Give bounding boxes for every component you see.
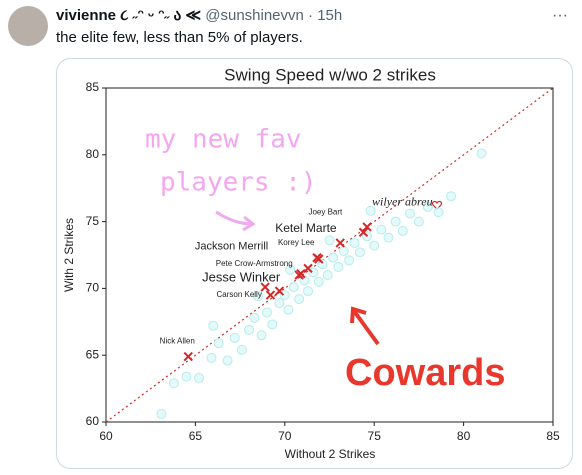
handle[interactable]: @sunshinevvn bbox=[205, 7, 304, 24]
plot-frame bbox=[105, 87, 554, 423]
player-marker bbox=[260, 282, 270, 292]
player-point bbox=[313, 276, 324, 287]
player-point bbox=[206, 352, 217, 363]
player-point bbox=[333, 262, 344, 273]
y-tick-label: 70 bbox=[86, 281, 100, 295]
y-tick-label: 85 bbox=[86, 80, 100, 94]
player-point bbox=[244, 324, 255, 335]
player-point bbox=[322, 270, 333, 281]
player-point bbox=[365, 205, 376, 216]
player-point bbox=[328, 252, 339, 263]
player-label: Pete Crow-Armstrong bbox=[216, 259, 293, 268]
player-label: Korey Lee bbox=[278, 238, 315, 247]
player-marker bbox=[358, 227, 369, 237]
player-marker bbox=[265, 290, 276, 300]
player-point bbox=[344, 255, 355, 266]
player-point bbox=[349, 237, 360, 248]
y-tick-label: 65 bbox=[86, 347, 100, 361]
timestamp[interactable]: 15h bbox=[317, 7, 343, 24]
player-point bbox=[193, 372, 204, 383]
x-tick-label: 75 bbox=[368, 429, 382, 443]
player-point bbox=[354, 247, 365, 258]
red-arrow bbox=[350, 306, 380, 346]
player-point bbox=[413, 216, 424, 227]
player-marker bbox=[294, 270, 304, 280]
player-point bbox=[236, 344, 247, 355]
diagonal-line bbox=[105, 87, 554, 423]
player-point bbox=[433, 207, 444, 218]
player-point bbox=[369, 240, 380, 251]
player-point bbox=[283, 304, 294, 315]
player-point bbox=[390, 216, 401, 227]
x-tick-label: 70 bbox=[278, 429, 292, 443]
player-point bbox=[404, 208, 415, 219]
player-point bbox=[422, 201, 433, 212]
player-marker bbox=[335, 238, 345, 248]
x-tick-label: 80 bbox=[457, 429, 471, 443]
player-label: Nick Allen bbox=[160, 337, 195, 346]
player-point bbox=[229, 332, 240, 343]
player-point bbox=[181, 371, 192, 382]
user-name[interactable]: vivienne ૮ ˶ᵔ ᵕ ᵔ˶ ა ≪ bbox=[56, 7, 202, 24]
player-point bbox=[252, 291, 263, 302]
tweet-header: vivienne ૮ ˶ᵔ ᵕ ᵔ˶ ა ≪ @sunshinevvn · 15… bbox=[56, 7, 343, 24]
annotation: my new fav bbox=[145, 125, 302, 155]
y-tick-label: 60 bbox=[86, 414, 100, 428]
player-point bbox=[383, 232, 394, 243]
player-point bbox=[267, 319, 278, 330]
player-point bbox=[213, 338, 224, 349]
player-marker bbox=[183, 351, 193, 362]
x-axis-label: Without 2 Strikes bbox=[285, 447, 376, 461]
player-point bbox=[222, 355, 233, 366]
pink-arrow bbox=[215, 210, 253, 226]
player-point bbox=[208, 320, 219, 331]
player-label: Carson Kelly bbox=[216, 290, 261, 299]
more-button[interactable]: ··· bbox=[552, 7, 568, 24]
player-marker bbox=[312, 252, 322, 263]
player-point bbox=[303, 286, 314, 297]
player-point bbox=[446, 191, 457, 202]
media-card[interactable] bbox=[56, 58, 573, 469]
chart-title: Swing Speed w/wo 2 strikes bbox=[224, 65, 436, 84]
y-tick-label: 75 bbox=[86, 214, 100, 228]
x-tick-label: 85 bbox=[546, 429, 560, 443]
player-point bbox=[376, 224, 387, 235]
player-marker bbox=[362, 222, 372, 232]
player-marker bbox=[303, 263, 313, 274]
player-point bbox=[249, 312, 260, 323]
y-axis-label: With 2 Strikes bbox=[62, 218, 76, 292]
player-point bbox=[324, 235, 335, 246]
player-point bbox=[288, 282, 299, 293]
player-point bbox=[294, 294, 305, 305]
annotation: players :) bbox=[160, 168, 317, 198]
player-point bbox=[256, 330, 267, 341]
player-point bbox=[397, 225, 408, 236]
annotation: Cowards bbox=[345, 352, 505, 394]
player-label: Ketel Marte bbox=[275, 221, 337, 235]
player-point bbox=[476, 148, 487, 159]
player-point bbox=[261, 307, 272, 318]
player-label: Jesse Winker bbox=[202, 270, 281, 285]
player-point bbox=[168, 378, 179, 389]
avatar[interactable] bbox=[8, 6, 48, 46]
player-label: Jackson Merrill bbox=[195, 241, 268, 253]
y-tick-label: 80 bbox=[86, 147, 100, 161]
player-point bbox=[285, 264, 296, 275]
player-marker bbox=[274, 286, 285, 296]
player-point bbox=[274, 298, 285, 309]
x-tick-label: 60 bbox=[99, 429, 113, 443]
pink-arrow-head bbox=[242, 215, 256, 232]
player-label: wilyer abreu bbox=[372, 195, 433, 209]
player-point bbox=[338, 245, 349, 256]
x-tick-label: 65 bbox=[189, 429, 203, 443]
tweet-text: the elite few, less than 5% of players. bbox=[56, 29, 303, 46]
player-label: Joey Bart bbox=[308, 207, 343, 216]
player-point bbox=[156, 408, 167, 419]
